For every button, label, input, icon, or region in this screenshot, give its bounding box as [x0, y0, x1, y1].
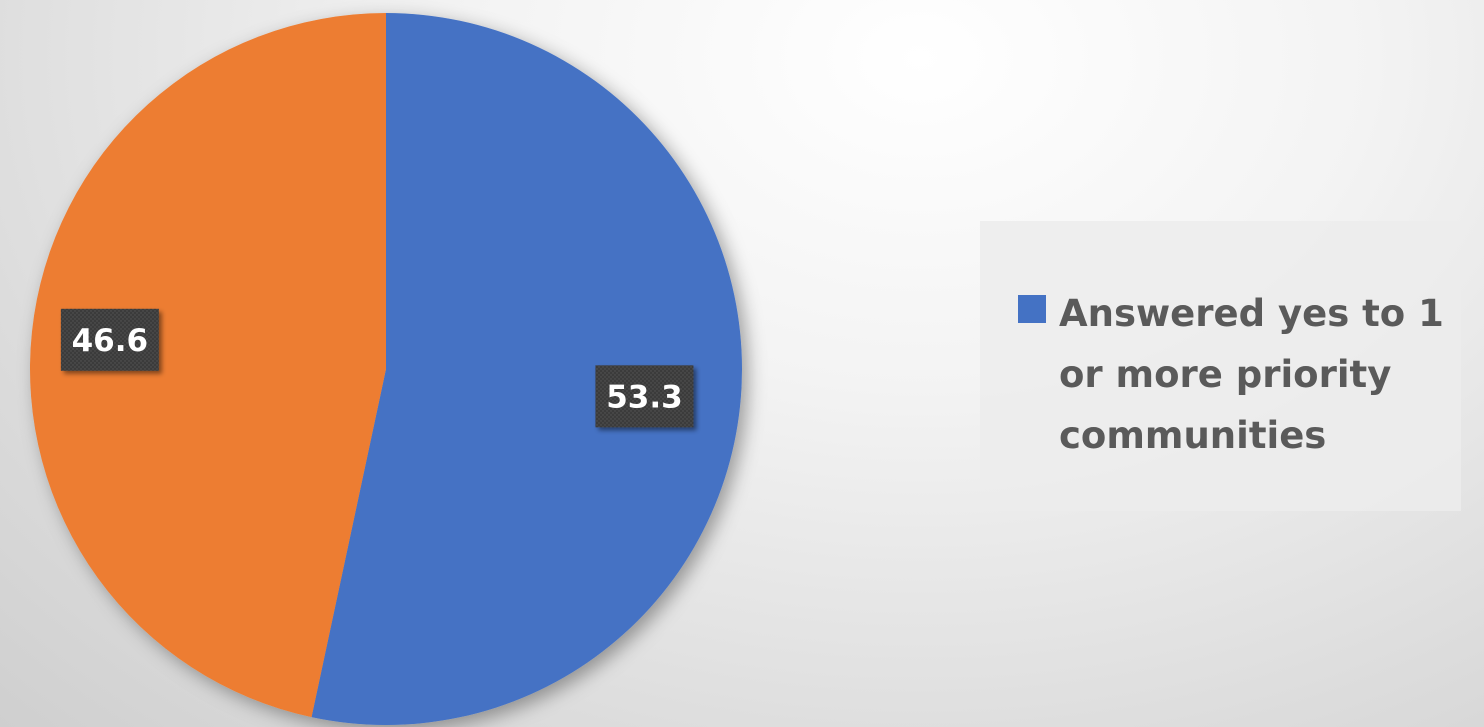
pie-slices [30, 13, 743, 726]
chart-legend: Answered yes to 1 or more priority commu… [980, 221, 1461, 511]
legend-entry: Answered yes to 1 or more priority commu… [1018, 283, 1449, 466]
legend-swatch-blue [1018, 295, 1046, 323]
data-label-box [60, 308, 159, 371]
data-label-box [595, 365, 694, 428]
pie-data-labels: 53.3 46.6 [60, 308, 694, 428]
pie-slice-1 [311, 13, 743, 726]
data-label-text: 53.3 [606, 379, 683, 415]
data-label-2: 46.6 [60, 308, 159, 371]
pie-slice-2 [30, 13, 386, 718]
legend-label: Answered yes to 1 or more priority commu… [1059, 292, 1444, 457]
data-label-text: 46.6 [72, 323, 149, 359]
data-label-1: 53.3 [595, 365, 694, 428]
